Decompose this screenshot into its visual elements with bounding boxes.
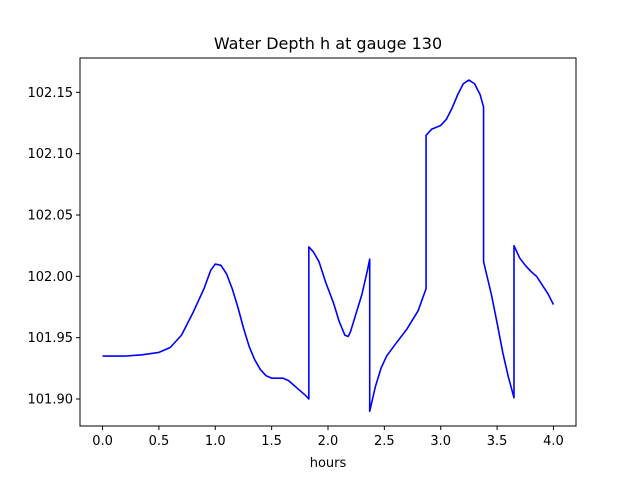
x-axis-label: hours [310, 456, 347, 471]
y-tick-label: 102.00 [28, 270, 74, 285]
y-tick-label: 102.15 [28, 86, 74, 101]
y-tick-label: 102.10 [28, 147, 74, 162]
y-tick-label: 101.90 [28, 393, 74, 408]
ticks-layer: 0.0 0.5 1.0 1.5 2.0 2.5 3.0 3.5 4.0 101.90 101.95 1… [28, 86, 564, 449]
y-tick-label: 101.95 [28, 331, 74, 346]
x-tick-label: 3.5 [487, 434, 508, 449]
x-tick-label: 1.0 [205, 434, 226, 449]
y-tick-label: 102.05 [28, 209, 74, 224]
series-line [102, 79, 555, 413]
x-tick-label: 3.0 [430, 434, 451, 449]
x-tick-label: 0.5 [149, 434, 170, 449]
x-tick-label: 0.0 [92, 434, 113, 449]
chart-title: Water Depth h at gauge 130 [214, 34, 442, 53]
x-tick-label: 2.0 [318, 434, 339, 449]
plot-frame [79, 57, 577, 427]
series-layer [102, 79, 555, 413]
x-tick-label: 1.5 [261, 434, 282, 449]
x-tick-label: 2.5 [374, 434, 395, 449]
x-tick-label: 4.0 [543, 434, 564, 449]
